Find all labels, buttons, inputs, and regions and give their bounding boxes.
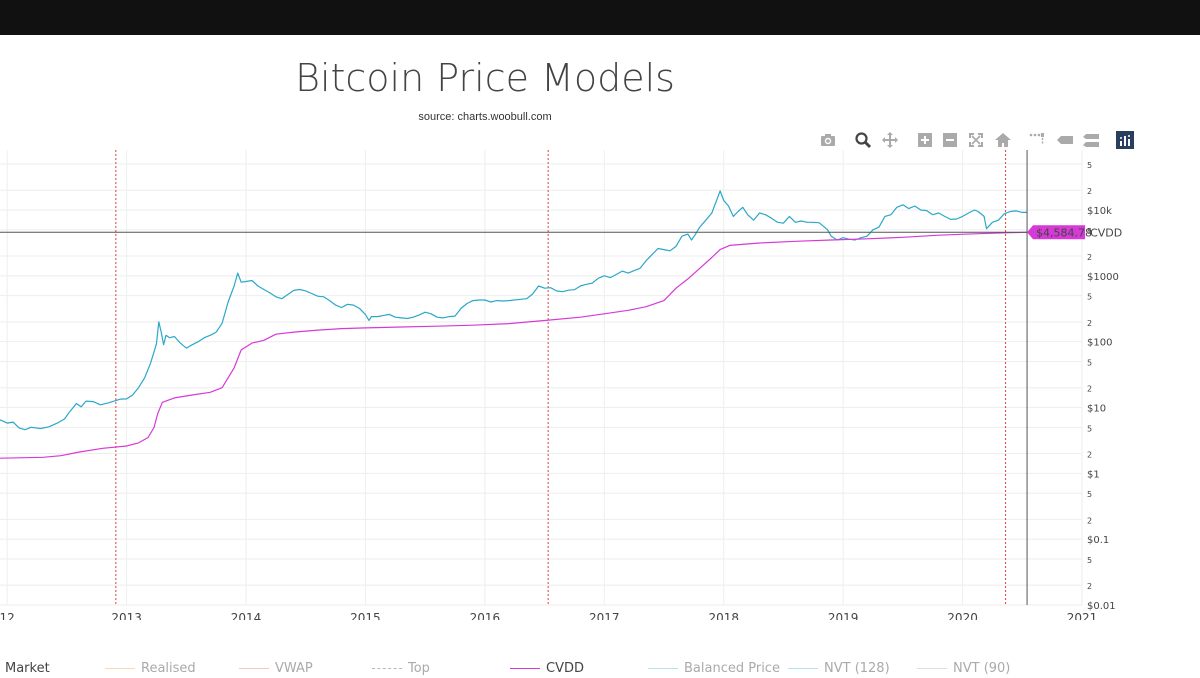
autoscale-icon[interactable] (966, 130, 986, 150)
y-tick-label: 5 (1087, 358, 1092, 367)
legend-label: Top (408, 660, 430, 676)
legend-swatch (917, 667, 947, 669)
y-tick-label: 2 (1087, 385, 1092, 394)
legend-item[interactable]: Market (0, 658, 50, 678)
legend-label: CVDD (546, 660, 584, 676)
y-tick-label: 5 (1087, 161, 1092, 170)
y-tick-label: 5 (1087, 556, 1092, 565)
x-tick-label: 2020 (947, 611, 978, 620)
legend-label: NVT (90) (953, 660, 1011, 676)
y-tick-label: $100 (1087, 338, 1112, 349)
y-tick-label: 5 (1087, 293, 1092, 302)
legend-swatch (788, 667, 818, 669)
camera-icon[interactable] (818, 130, 838, 150)
y-tick-label: 5 (1087, 227, 1092, 236)
y-tick-label: 5 (1087, 424, 1092, 433)
zoom-in-icon[interactable] (915, 130, 935, 150)
x-tick-label: 12 (0, 611, 15, 620)
zoom-icon[interactable] (853, 130, 873, 150)
hover-compare-icon[interactable] (1081, 130, 1101, 150)
x-tick-label: 2015 (350, 611, 381, 620)
x-tick-label: 2019 (828, 611, 859, 620)
y-tick-label: 2 (1087, 516, 1092, 525)
y-tick-label: $10k (1087, 206, 1112, 217)
hover-label-series: CVDD (1090, 226, 1122, 239)
zoom-out-icon[interactable] (940, 130, 960, 150)
x-tick-label: 2016 (470, 611, 501, 620)
y-tick-label: $0.1 (1087, 535, 1109, 546)
legend-item[interactable]: CVDD (510, 658, 584, 678)
hover-label-value: $4,584.78 (1036, 226, 1092, 239)
x-tick-label: 2013 (111, 611, 142, 620)
legend-swatch (372, 667, 402, 669)
legend-label: Realised (141, 660, 196, 676)
series-line-cvdd[interactable] (0, 231, 1028, 459)
hover-label-box (1027, 225, 1086, 240)
legend-item[interactable]: Top (372, 658, 430, 678)
legend-label: VWAP (275, 660, 313, 676)
legend-swatch (648, 667, 678, 669)
y-tick-label: 5 (1087, 490, 1092, 499)
legend-label: Balanced Price (684, 660, 780, 676)
legend-item[interactable]: NVT (90) (917, 658, 1010, 678)
legend-label: NVT (128) (824, 660, 890, 676)
chart-subtitle: source: charts.woobull.com (418, 111, 552, 123)
x-tick-label: 2018 (708, 611, 739, 620)
legend-item[interactable]: Realised (105, 658, 196, 678)
legend-swatch (239, 667, 269, 669)
hover-closest-icon[interactable] (1055, 130, 1075, 150)
legend-label: Market (5, 660, 50, 676)
top-bar (0, 0, 1200, 35)
series-line-market[interactable] (0, 190, 1028, 431)
x-tick-label: 2014 (231, 611, 262, 620)
legend: Market Realised VWAP Top CVDD Balanced Price N… (0, 658, 1200, 678)
y-tick-label: 2 (1087, 187, 1092, 196)
y-tick-label: 2 (1087, 451, 1092, 460)
x-tick-label: 2017 (589, 611, 620, 620)
y-tick-label: $1000 (1087, 272, 1119, 283)
y-tick-label: $1 (1087, 469, 1100, 480)
spike-lines-icon[interactable] (1027, 130, 1047, 150)
y-tick-label: 2 (1087, 582, 1092, 591)
x-tick-label: 2021 (1067, 611, 1098, 620)
y-tick-label: $10 (1087, 404, 1106, 415)
legend-item[interactable]: Balanced Price (648, 658, 780, 678)
pan-icon[interactable] (880, 130, 900, 150)
y-tick-label: 2 (1087, 253, 1092, 262)
reset-axes-icon[interactable] (993, 130, 1013, 150)
y-tick-label: 2 (1087, 319, 1092, 328)
legend-item[interactable]: NVT (128) (788, 658, 890, 678)
legend-swatch (510, 667, 540, 669)
y-tick-label: $0.01 (1087, 601, 1116, 612)
chart-title: Bitcoin Price Models (295, 56, 675, 100)
legend-swatch (105, 667, 135, 669)
legend-item[interactable]: VWAP (239, 658, 313, 678)
plotly-logo-icon[interactable] (1115, 130, 1135, 150)
